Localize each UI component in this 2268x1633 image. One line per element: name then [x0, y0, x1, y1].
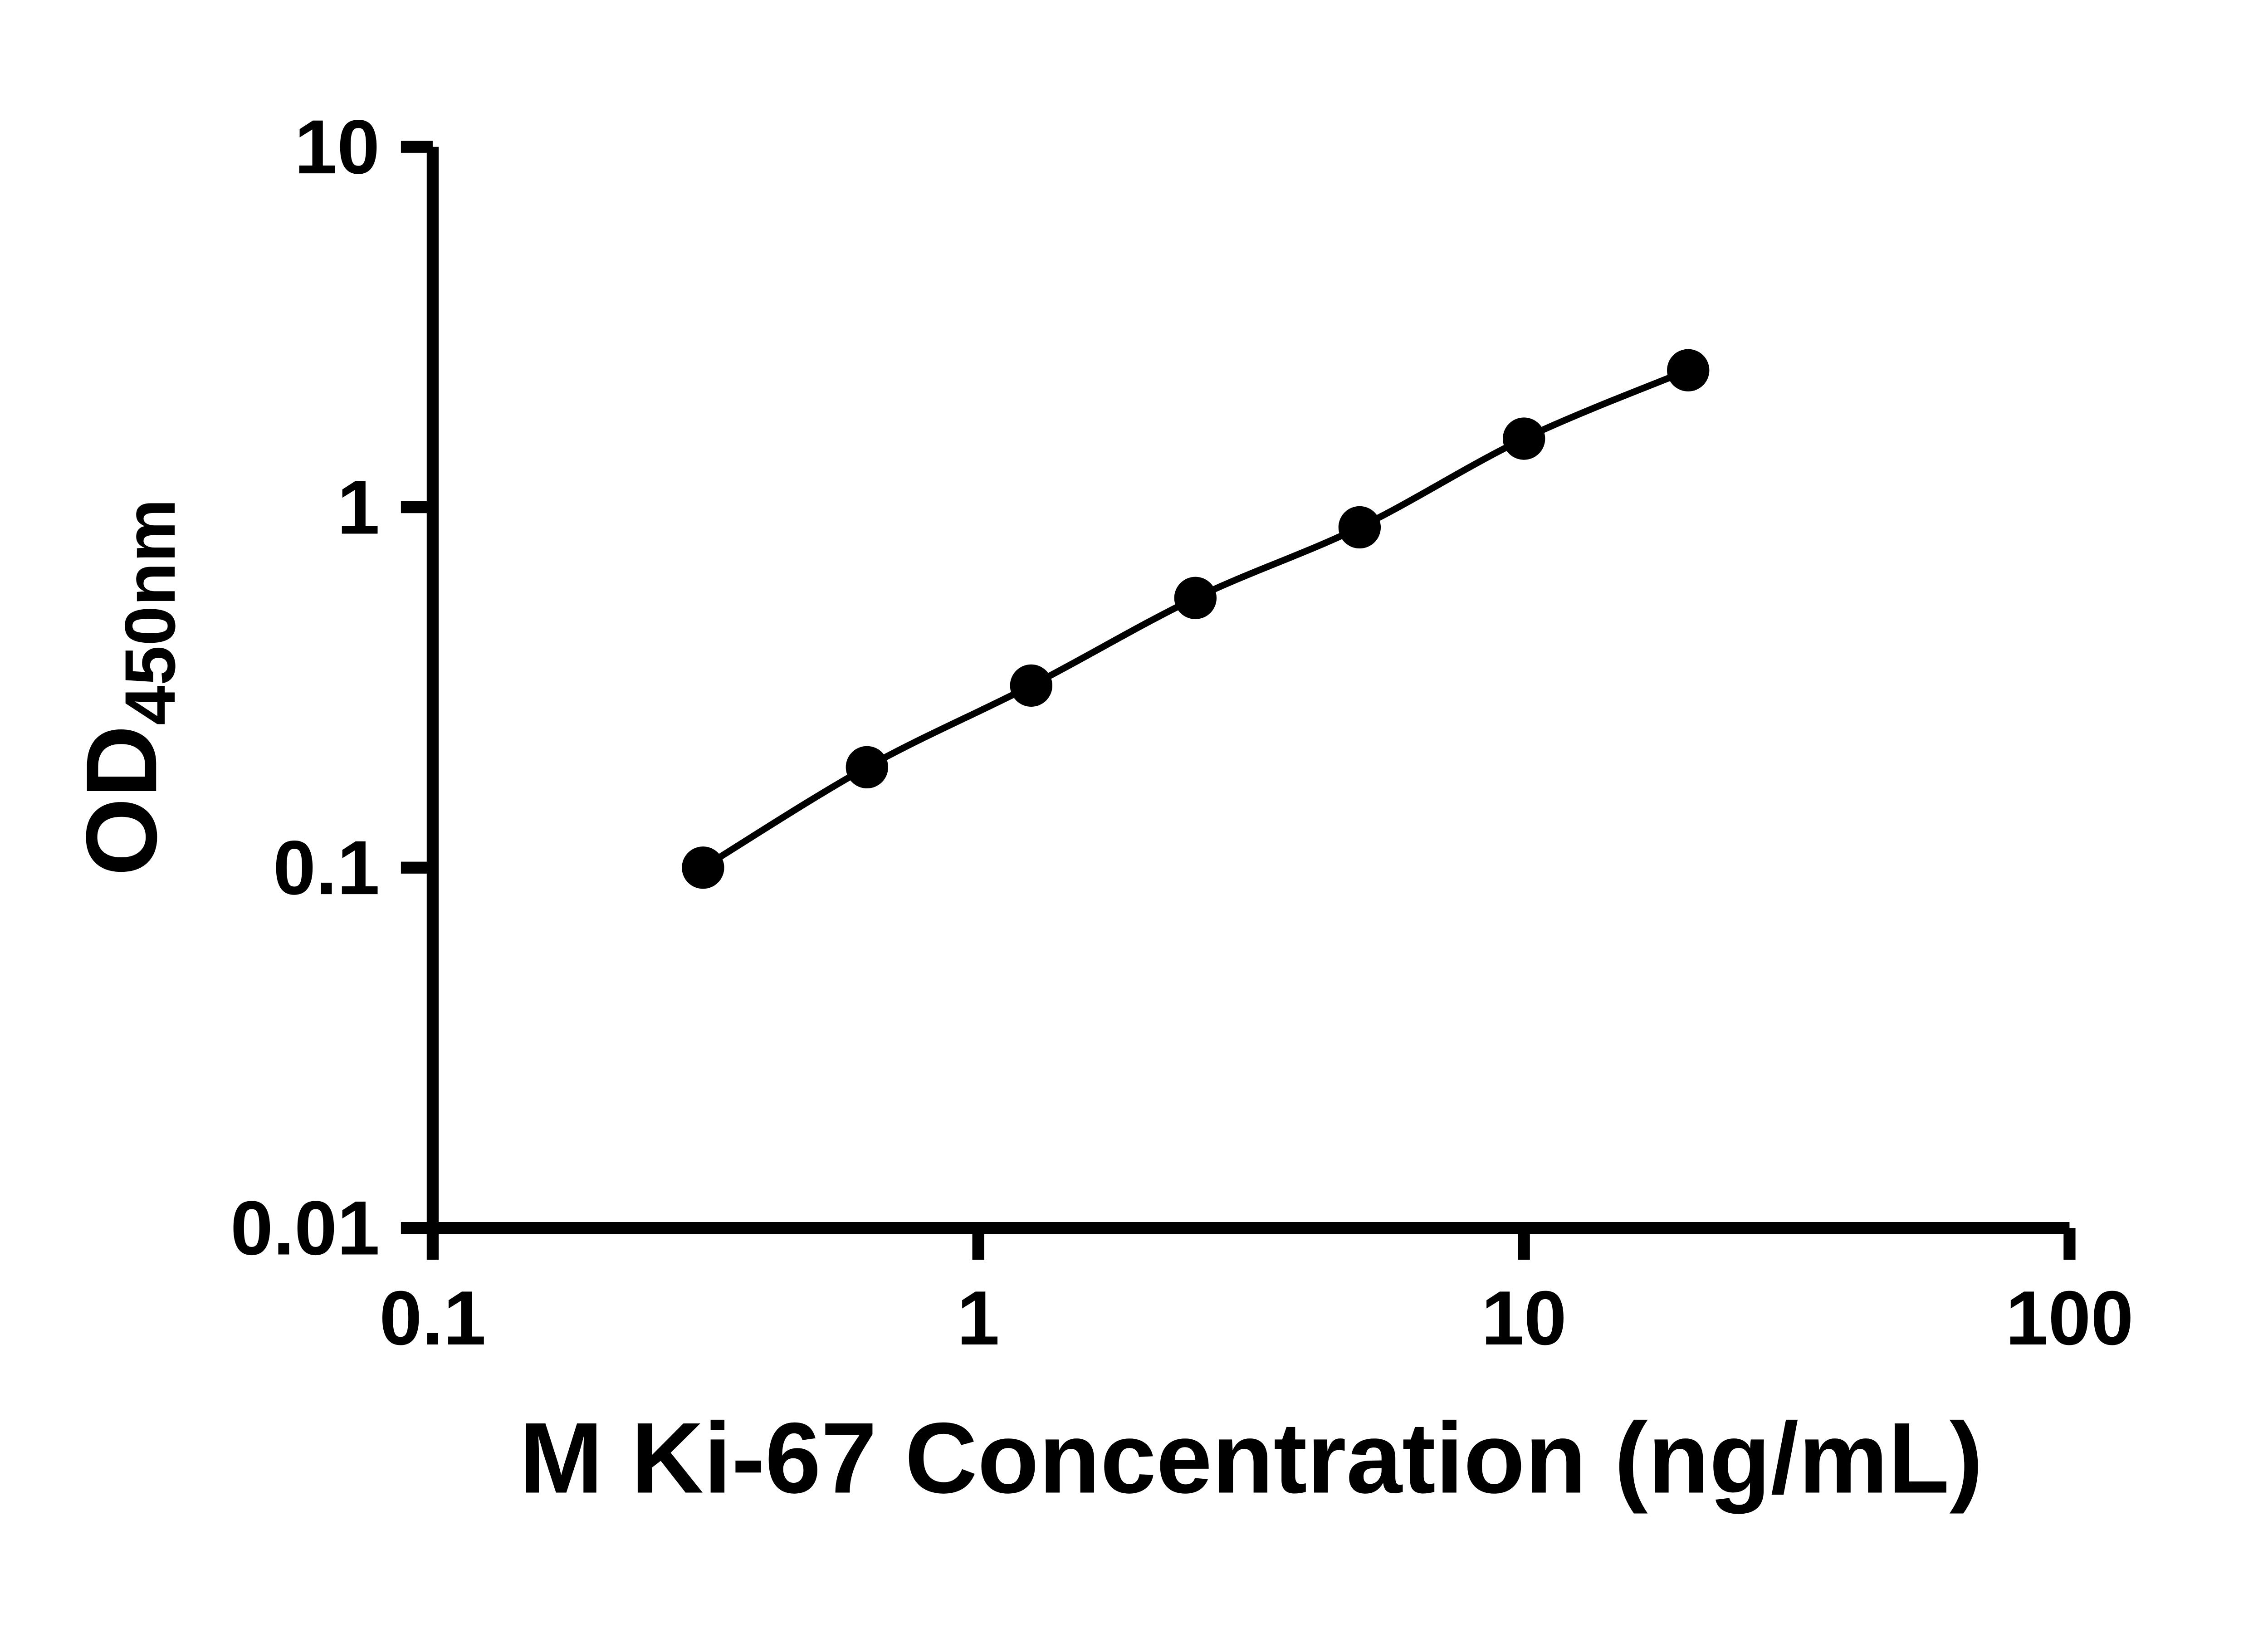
x-tick-label: 100	[2005, 1275, 2133, 1361]
elisa-standard-curve-figure: 0.1 1 10 100 0.01 0.1 1 10 M Ki-67 Concentration…	[0, 0, 2268, 1588]
y-axis-title: OD450nm	[65, 499, 190, 876]
x-tick-label: 0.1	[379, 1275, 486, 1361]
data-points	[682, 349, 1710, 889]
data-point-marker	[846, 746, 888, 789]
y-tick-label: 0.01	[230, 1185, 380, 1271]
data-point-marker	[1174, 577, 1217, 619]
y-tick-label: 0.1	[273, 825, 380, 910]
data-point-marker	[1010, 664, 1053, 707]
chart-background	[0, 0, 2268, 1588]
x-axis-title: M Ki-67 Concentration (ng/mL)	[519, 1402, 1983, 1514]
x-tick-label: 10	[1481, 1275, 1567, 1361]
axes	[401, 141, 2076, 1260]
y-axis-title-base: OD	[65, 725, 177, 876]
data-point-marker	[1667, 349, 1710, 391]
data-point-marker	[1503, 417, 1545, 460]
y-axis-title-subscript: 450nm	[110, 499, 190, 725]
data-point-marker	[682, 846, 724, 889]
data-point-marker	[1338, 506, 1381, 549]
y-tick-label: 1	[337, 464, 380, 550]
y-tick-label: 10	[294, 104, 380, 190]
x-tick-label: 1	[957, 1275, 1000, 1361]
